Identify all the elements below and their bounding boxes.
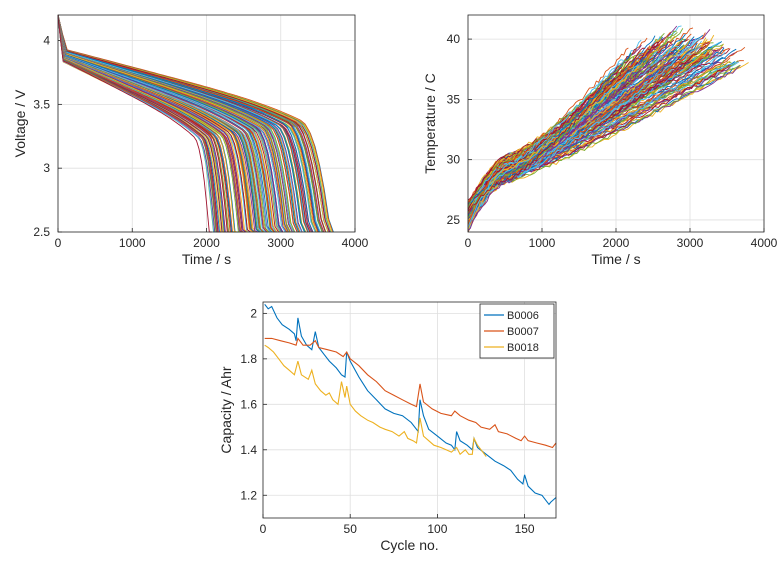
temperature-curve bbox=[467, 60, 652, 203]
voltage-curve bbox=[57, 14, 288, 233]
voltage-curve bbox=[57, 14, 238, 233]
legend-label: B0007 bbox=[507, 326, 539, 338]
y-tick-label: 1.6 bbox=[240, 397, 257, 411]
x-tick-label: 2000 bbox=[193, 236, 220, 250]
x-tick-label: 0 bbox=[465, 236, 472, 250]
voltage-curve bbox=[57, 14, 277, 233]
x-tick-label: 0 bbox=[55, 236, 62, 250]
chart-2: 0 1000 2000 3000 4000 25 30 35 40 Time / s Tempera… bbox=[422, 14, 777, 267]
temperature-curve bbox=[467, 65, 641, 230]
voltage-curve bbox=[57, 14, 243, 233]
voltage-curve bbox=[57, 14, 253, 233]
voltage-curve bbox=[57, 14, 212, 233]
y-tick-label: 40 bbox=[447, 32, 461, 46]
temperature-curve bbox=[467, 52, 632, 204]
y-tick-label: 1.2 bbox=[240, 488, 257, 502]
x-axis-label: Time / s bbox=[591, 251, 640, 267]
voltage-curve bbox=[57, 14, 262, 233]
legend: B0006 B0007 B0018 bbox=[479, 303, 555, 359]
x-tick-label: 4000 bbox=[342, 236, 369, 250]
y-tick-label: 3.5 bbox=[33, 97, 50, 111]
y-axis-label: Temperature / C bbox=[422, 73, 438, 173]
voltage-curve bbox=[57, 14, 271, 233]
y-tick-label: 35 bbox=[447, 92, 461, 106]
x-tick-label: 3000 bbox=[677, 236, 704, 250]
voltage-curve bbox=[57, 14, 305, 233]
x-axis-label: Cycle no. bbox=[380, 537, 438, 553]
x-tick-label: 1000 bbox=[119, 236, 146, 250]
voltage-curve bbox=[57, 14, 334, 233]
y-tick-label: 2 bbox=[250, 306, 257, 320]
temperature-curve bbox=[467, 47, 629, 226]
y-axis-label: Capacity / Ahr bbox=[218, 366, 234, 453]
x-axis-label: Time / s bbox=[182, 251, 231, 267]
voltage-curve bbox=[57, 14, 255, 233]
x-tick-label: 2000 bbox=[603, 236, 630, 250]
axes-box bbox=[57, 14, 356, 233]
voltage-curve bbox=[57, 14, 313, 233]
voltage-curve bbox=[57, 14, 268, 233]
temperature-curve bbox=[467, 71, 637, 231]
y-tick-label: 30 bbox=[447, 153, 461, 167]
voltage-curve bbox=[57, 14, 293, 233]
temperature-curve bbox=[467, 56, 635, 219]
y-tick-label: 3 bbox=[43, 161, 50, 175]
series-line-b0006 bbox=[264, 303, 557, 506]
voltage-curve bbox=[57, 14, 220, 233]
temperature-curve bbox=[467, 64, 639, 231]
series-line-b0007 bbox=[264, 337, 557, 449]
axes-box bbox=[467, 14, 765, 233]
y-axis-label: Voltage / V bbox=[12, 89, 28, 157]
series-line-b0018 bbox=[264, 344, 487, 457]
series-layer bbox=[467, 25, 749, 233]
temperature-curve bbox=[467, 59, 624, 228]
temperature-curve bbox=[467, 51, 654, 204]
axes-box bbox=[262, 301, 557, 519]
y-tick-label: 1.4 bbox=[240, 443, 257, 457]
legend-label: B0018 bbox=[507, 342, 539, 354]
x-tick-label: 3000 bbox=[267, 236, 294, 250]
voltage-curve bbox=[57, 14, 229, 233]
y-tick-label: 2.5 bbox=[33, 225, 50, 239]
y-tick-label: 4 bbox=[43, 34, 50, 48]
x-tick-label: 50 bbox=[344, 522, 358, 536]
x-tick-label: 100 bbox=[427, 522, 447, 536]
chart-3: 0 50 100 150 1.2 1.4 1.6 1.8 2 Cycle no. Capacity … bbox=[218, 301, 557, 553]
series-layer bbox=[264, 303, 557, 506]
x-tick-label: 1000 bbox=[529, 236, 556, 250]
x-tick-label: 0 bbox=[260, 522, 267, 536]
x-tick-label: 4000 bbox=[751, 236, 777, 250]
temperature-curve bbox=[467, 69, 623, 212]
x-tick-label: 150 bbox=[515, 522, 535, 536]
y-tick-label: 25 bbox=[447, 213, 461, 227]
legend-label: B0006 bbox=[507, 310, 539, 322]
series-layer bbox=[57, 14, 334, 233]
temperature-curve bbox=[467, 47, 646, 210]
temperature-curve bbox=[467, 64, 741, 214]
y-tick-label: 1.8 bbox=[240, 352, 257, 366]
voltage-curve bbox=[57, 14, 326, 233]
chart-1: 0 1000 2000 3000 4000 2.5 3 3.5 4 Time / s Voltage… bbox=[12, 14, 369, 267]
